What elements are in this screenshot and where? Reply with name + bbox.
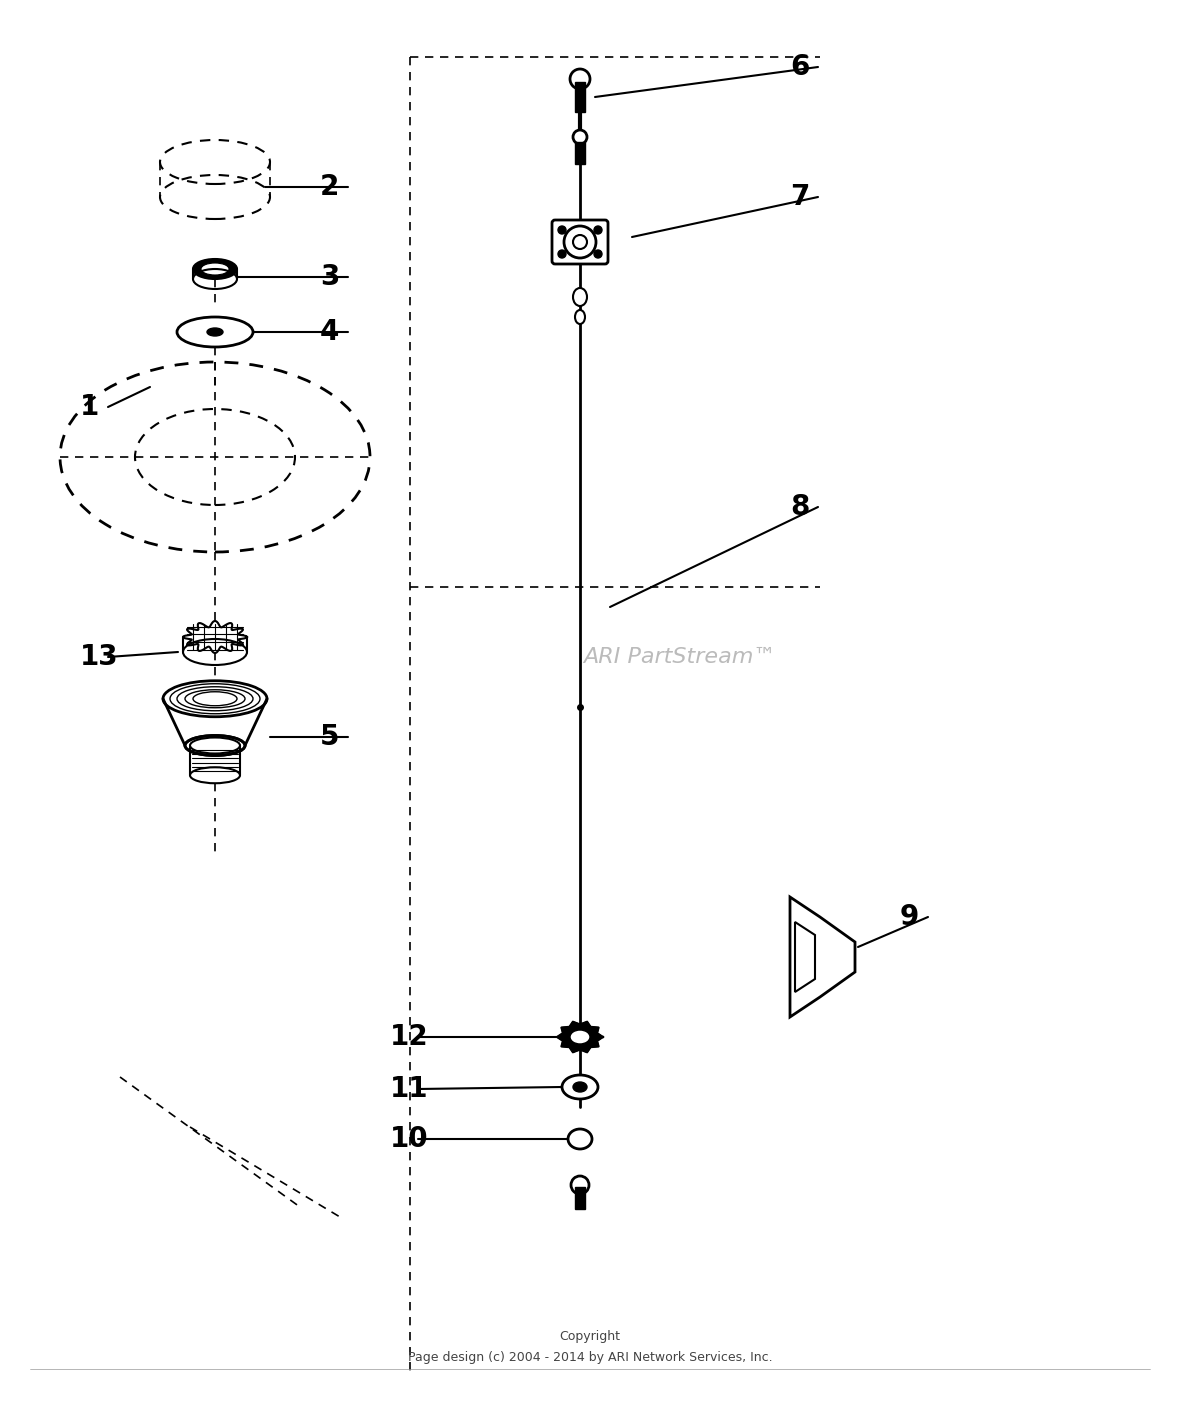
Text: 6: 6	[789, 53, 809, 82]
Ellipse shape	[570, 69, 590, 89]
Circle shape	[558, 227, 566, 234]
Text: 5: 5	[320, 723, 340, 751]
Text: 12: 12	[391, 1023, 428, 1051]
Circle shape	[558, 250, 566, 257]
Text: 1: 1	[80, 393, 99, 421]
Circle shape	[594, 227, 602, 234]
Ellipse shape	[206, 328, 223, 336]
Ellipse shape	[562, 1075, 598, 1099]
Ellipse shape	[573, 235, 586, 249]
Ellipse shape	[564, 227, 596, 257]
Ellipse shape	[571, 1176, 589, 1195]
Text: 3: 3	[320, 263, 340, 291]
Polygon shape	[557, 1021, 603, 1052]
Bar	[575, 1188, 585, 1209]
Ellipse shape	[573, 288, 586, 305]
Ellipse shape	[573, 1082, 586, 1092]
Text: 13: 13	[80, 643, 119, 671]
Ellipse shape	[185, 736, 245, 756]
Ellipse shape	[194, 259, 237, 279]
Text: 11: 11	[391, 1075, 428, 1103]
Ellipse shape	[570, 1030, 590, 1044]
Text: Copyright
Page design (c) 2004 - 2014 by ARI Network Services, Inc.: Copyright Page design (c) 2004 - 2014 by…	[407, 1330, 773, 1363]
Bar	[575, 142, 585, 165]
Polygon shape	[795, 922, 815, 992]
Bar	[575, 82, 585, 113]
Text: 7: 7	[789, 183, 809, 211]
Ellipse shape	[201, 263, 229, 274]
Text: 2: 2	[320, 173, 340, 201]
Circle shape	[594, 250, 602, 257]
Text: 9: 9	[900, 903, 919, 931]
Text: ARI PartStream™: ARI PartStream™	[584, 647, 776, 667]
Ellipse shape	[190, 737, 240, 754]
Text: 10: 10	[391, 1126, 428, 1152]
Text: 4: 4	[320, 318, 340, 346]
Text: 8: 8	[789, 492, 809, 521]
Ellipse shape	[163, 681, 267, 716]
Ellipse shape	[575, 310, 585, 324]
Ellipse shape	[573, 129, 586, 144]
Ellipse shape	[177, 317, 253, 348]
FancyBboxPatch shape	[552, 219, 608, 265]
